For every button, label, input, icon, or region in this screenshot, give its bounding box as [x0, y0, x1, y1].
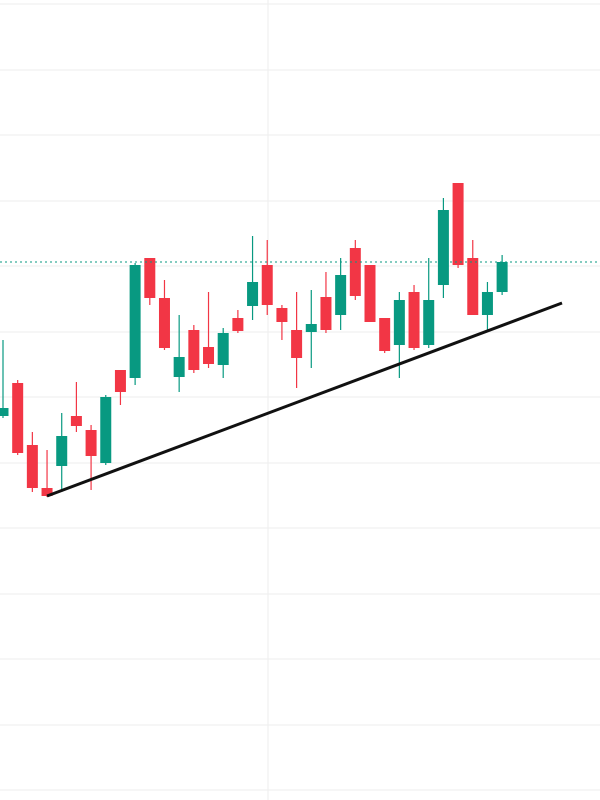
candle-body [70, 416, 82, 426]
candle-body [188, 330, 200, 370]
candle-body [393, 300, 405, 345]
candle-body [41, 488, 53, 496]
candle-body [276, 308, 288, 322]
candle-body [335, 275, 347, 315]
candle-body [217, 333, 229, 365]
candle-body [349, 248, 361, 296]
candle-body [423, 300, 435, 345]
candle-body [129, 265, 141, 378]
candle-body [12, 383, 24, 453]
candle-body [158, 298, 170, 348]
candle-body [379, 318, 391, 351]
candle-body [364, 265, 376, 322]
candle-body [261, 265, 273, 305]
candle-body [0, 408, 9, 416]
candle-body [144, 258, 156, 298]
candle-body [320, 297, 332, 330]
candle-body [291, 330, 303, 358]
candle-body [305, 324, 317, 332]
candle-body [452, 183, 464, 265]
candle-body [114, 370, 126, 392]
candle-body [496, 262, 508, 292]
candle-body [85, 430, 97, 456]
trend-line [46, 301, 563, 498]
candle-body [173, 357, 185, 377]
candle-body [437, 210, 449, 285]
candle-body [247, 282, 259, 306]
candle-body [408, 292, 420, 348]
candle-body [56, 436, 68, 466]
candle-body [26, 445, 38, 488]
candle-body [481, 292, 493, 315]
candle-body [232, 318, 244, 331]
candle-body [203, 347, 215, 364]
candle-body [467, 258, 479, 315]
candle-body [100, 397, 112, 463]
